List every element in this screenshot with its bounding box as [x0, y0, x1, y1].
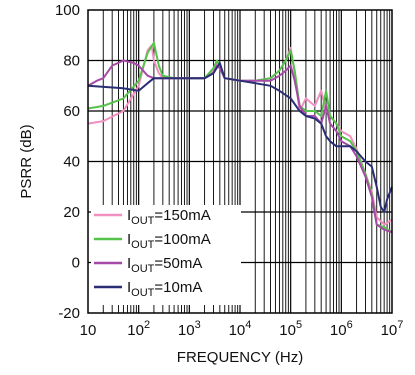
y-axis-title: PSRR (dB)	[18, 124, 35, 198]
series-line	[87, 41, 393, 234]
y-tick-label: 20	[63, 204, 80, 221]
legend: IOUT=150mA IOUT=100mA IOUT=50mA IOUT=10mA	[94, 207, 211, 299]
x-tick-label: 105	[279, 319, 302, 339]
x-axis-title: FREQUENCY (Hz)	[177, 349, 303, 366]
x-tick-label: 102	[127, 319, 150, 339]
legend-entry: IOUT=10mA	[127, 279, 202, 299]
x-tick-label: 104	[229, 319, 252, 339]
legend-entry: IOUT=100mA	[127, 231, 211, 251]
series-layer	[87, 41, 393, 234]
x-tick-label: 107	[381, 319, 404, 339]
x-tick-label: 103	[178, 319, 201, 339]
legend-background	[91, 205, 241, 305]
y-tick-labels: -20 0 20 40 60 80 100	[55, 2, 80, 322]
series-line	[87, 59, 393, 234]
y-tick-label: 0	[72, 255, 80, 272]
plot-frame	[87, 9, 393, 314]
y-tick-label: 40	[63, 154, 80, 171]
x-tick-labels: 10 102 103 104 105 106 107	[80, 319, 404, 339]
x-tick-label: 106	[330, 319, 353, 339]
series-line	[87, 62, 393, 213]
y-tick-label: 100	[55, 2, 80, 19]
legend-entry: IOUT=150mA	[127, 207, 211, 227]
x-tick-label: 10	[80, 322, 97, 339]
y-tick-label: -20	[58, 305, 80, 322]
y-tick-label: 80	[63, 53, 80, 70]
legend-entry: IOUT=50mA	[127, 255, 202, 275]
y-tick-label: 60	[63, 103, 80, 120]
